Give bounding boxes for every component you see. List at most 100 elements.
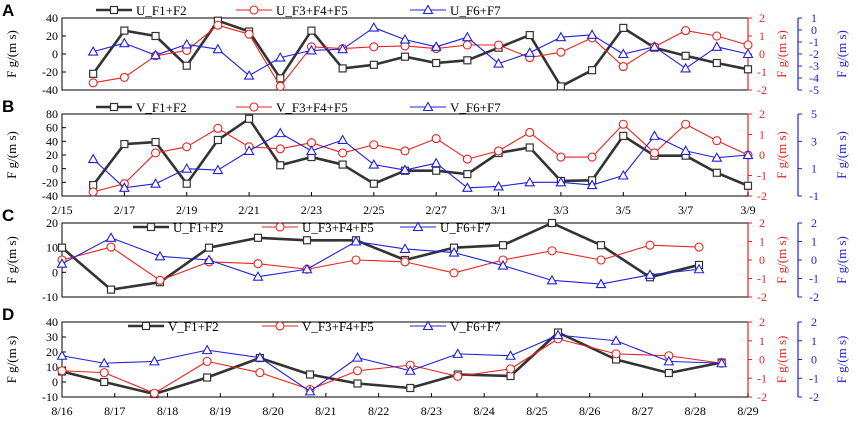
- panel-b-legend-2-marker: [249, 102, 259, 112]
- panel-d-series-2-line: [61, 338, 722, 394]
- panel-a-series-1-point: [432, 58, 441, 68]
- panel-d-series-1-point: [406, 383, 415, 393]
- panel-c-series-3-point: [399, 243, 411, 253]
- panel-d-series-2-point: [149, 388, 159, 398]
- panel-c-right1-axis-label: F g/(m s): [774, 236, 789, 284]
- panel-a-series-1-line: [92, 19, 749, 88]
- panel-d-series-2-point: [202, 356, 212, 366]
- panel-c-left-axis-label: F g/(m s): [4, 236, 19, 284]
- panel-c-series-3-point: [105, 232, 117, 242]
- panel-b-series-2-point: [493, 146, 504, 156]
- panel-c-series-3-point: [252, 271, 264, 281]
- panel-d-y2-tick-label: -1: [757, 371, 767, 385]
- panel-b-series-2-point: [462, 154, 472, 164]
- panel-c-y3-tick-label: 1: [811, 235, 817, 249]
- panel-a-series-3-point: [461, 31, 473, 42]
- panel-a-series-3-point: [711, 41, 723, 51]
- panel-d-x-tick-label: 8/23: [421, 404, 442, 418]
- panel-d-series-3-point: [254, 352, 266, 362]
- panel-a-series-2-point: [275, 81, 285, 91]
- panel-c-legend-3-marker: [412, 221, 424, 232]
- panel-b-series-1-point: [463, 170, 472, 179]
- panel-b-series-2-point: [431, 134, 441, 144]
- panel-b-x-tick-label: 2/21: [238, 203, 259, 217]
- panel-a-series-2-point: [88, 78, 98, 88]
- panel-a-series-3-point: [493, 57, 504, 68]
- panel-c-y1-tick-label: 20: [46, 216, 58, 230]
- panel-d-series-3-line: [61, 334, 722, 392]
- panel-b-y2-tick-label: 1: [759, 128, 765, 142]
- panel-d-series-1-point: [100, 377, 109, 387]
- panel-a-y1-tick-label: 20: [46, 29, 58, 43]
- panel-b-series-3-point: [118, 182, 130, 192]
- panel-d-y1-tick-label: 20: [46, 345, 58, 359]
- panel-c-y3-tick-label: -1: [809, 272, 819, 286]
- panel-b-x-tick-label: 2/25: [363, 203, 384, 217]
- panel-b-legend-3-label: V_F6+F7: [450, 100, 501, 115]
- panel-c-y3-tick-label: -2: [809, 290, 819, 304]
- panel-c-y2-tick-label: 0: [759, 253, 765, 267]
- panel-b-legend-1-label: V_F1+F2: [136, 100, 187, 115]
- panel-c-series-3-point: [497, 259, 509, 270]
- panel-d-series-3-point: [304, 385, 316, 396]
- panel-b-y1-tick-label: 0: [52, 162, 58, 176]
- panel-a-series-1-point: [400, 52, 410, 61]
- panel-b-series-1-point: [525, 143, 534, 152]
- panel-b-series-3-point: [243, 145, 255, 155]
- panel-c-letter: C: [2, 206, 14, 225]
- panel-a-y2-tick-label: -2: [757, 83, 767, 97]
- panel-d-letter: D: [2, 305, 14, 324]
- panel-c-legend-1-marker: [146, 222, 156, 232]
- panel-c-series-1-point: [302, 236, 312, 245]
- panel-a-legend-1-label: U_F1+F2: [136, 3, 187, 18]
- panel-d-series-2-point: [505, 364, 516, 374]
- panel-b-series-3-point: [461, 182, 473, 192]
- panel-b-series-1-point: [743, 181, 753, 190]
- panel-d-series-2-point: [99, 368, 109, 378]
- panel-a-series-2-point: [244, 29, 254, 39]
- panel-d-series-1-point: [203, 373, 212, 382]
- panel-d-x-tick-label: 8/17: [104, 404, 125, 418]
- panel-d-x-tick-label: 8/28: [685, 404, 706, 418]
- panel-b-legend-3-marker: [422, 101, 434, 112]
- panel-d-y2-tick-label: 2: [759, 315, 765, 329]
- panel-a-y2-tick-label: 2: [759, 11, 765, 25]
- panel-b-series-1-point: [244, 114, 254, 123]
- panel-c-series-1-point: [547, 218, 557, 228]
- panel-a-y3-tick-label: -3: [809, 59, 819, 73]
- panel-d-x-tick-label: 8/27: [632, 404, 653, 418]
- panel-b-series-1-point: [369, 179, 378, 188]
- panel-b-legend-2-label: V_F3+F4+F5: [276, 100, 348, 115]
- panel-b-y1-tick-label: -40: [42, 189, 58, 203]
- panel-c-series-2-point: [155, 275, 165, 285]
- panel-a-y3-tick-label: 0: [811, 23, 817, 37]
- panel-b-series-3-point: [212, 164, 224, 175]
- panel-b-series-2-point: [556, 152, 566, 162]
- panel-c-right2-axis-label: F g/(m s): [834, 236, 849, 284]
- panel-b-series-3-point: [181, 163, 193, 173]
- panel-b-series-3-point: [274, 127, 286, 138]
- panel-a-legend-3-label: U_F6+F7: [450, 3, 501, 18]
- panel-a-series-3-point: [337, 43, 349, 54]
- panel-a-series-3-point: [87, 45, 99, 56]
- panel-c-series-3-point: [595, 278, 607, 289]
- panel-c-series-3-line: [61, 237, 700, 285]
- panel-a-legend-2-label: U_F3+F4+F5: [276, 3, 348, 18]
- panel-d-y3-tick-label: 2: [811, 315, 817, 329]
- panel-d-x-tick-label: 8/25: [526, 404, 547, 418]
- panel-b-series-3-point: [711, 152, 723, 162]
- panel-d-series-1-point: [664, 368, 673, 378]
- panel-d-y2-tick-label: -2: [757, 390, 767, 404]
- panel-b-x-tick-label: 3/1: [491, 203, 506, 217]
- panel-c-series-1-point: [204, 243, 214, 252]
- panel-b-series-1-point: [120, 139, 129, 149]
- panel-a-series-1-point: [89, 69, 98, 78]
- panel-b-series-2-point: [275, 144, 285, 154]
- panel-a-series-3-point: [243, 69, 255, 80]
- panel-a-series-1-point: [587, 66, 597, 75]
- panel-d-x-tick-label: 8/18: [157, 404, 178, 418]
- panel-a-series-2-point: [681, 26, 691, 36]
- panel-a-y1-tick-label: 40: [46, 11, 58, 25]
- panel-d-series-3-point: [404, 365, 416, 375]
- panel-d-series-1-line: [61, 331, 722, 396]
